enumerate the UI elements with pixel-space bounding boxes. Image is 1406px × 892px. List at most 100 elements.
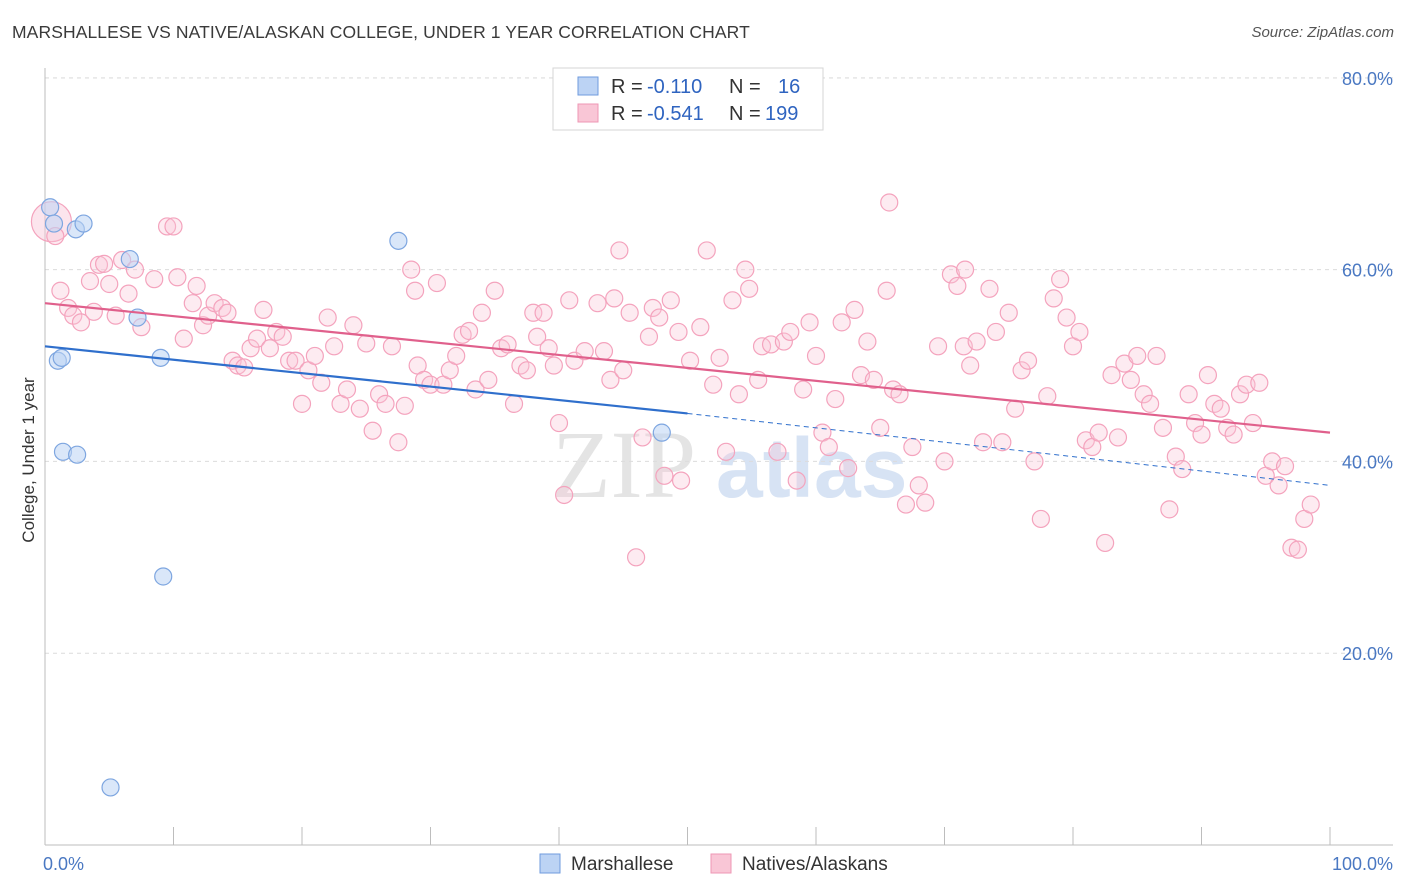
native-point bbox=[723, 291, 742, 310]
native-point bbox=[350, 399, 369, 418]
native-point bbox=[614, 361, 633, 380]
native-point bbox=[183, 294, 202, 313]
native-point bbox=[241, 339, 260, 358]
legend-swatch-natives bbox=[577, 103, 599, 123]
native-point bbox=[594, 342, 614, 361]
native-point bbox=[928, 337, 948, 356]
marshallese-point bbox=[652, 423, 671, 442]
native-point bbox=[935, 452, 954, 471]
native-point bbox=[1282, 538, 1301, 557]
native-point bbox=[389, 433, 408, 452]
native-point bbox=[650, 308, 669, 327]
native-point bbox=[376, 394, 395, 413]
axes bbox=[44, 68, 1393, 846]
native-point bbox=[1269, 476, 1288, 495]
native-point bbox=[691, 318, 710, 337]
native-point bbox=[218, 303, 237, 322]
native-point bbox=[472, 303, 491, 322]
native-point bbox=[1031, 509, 1050, 529]
native-point bbox=[1051, 270, 1070, 289]
native-point bbox=[880, 193, 899, 212]
native-point bbox=[752, 337, 772, 356]
native-point bbox=[528, 327, 547, 346]
native-point bbox=[1018, 351, 1038, 370]
native-point bbox=[710, 348, 729, 367]
y-axis-title: College, Under 1 year bbox=[19, 377, 38, 543]
y-tick-labels: 20.0% 40.0% 60.0% 80.0% bbox=[1342, 69, 1393, 664]
native-point bbox=[973, 433, 993, 452]
native-point bbox=[254, 300, 273, 319]
native-point bbox=[337, 380, 357, 399]
native-point bbox=[655, 466, 674, 485]
watermark: ZIP atlas bbox=[552, 411, 907, 518]
legend-r-label-1: R = bbox=[611, 76, 643, 98]
native-point bbox=[806, 346, 826, 366]
marshallese-point bbox=[154, 567, 173, 586]
native-point bbox=[64, 306, 83, 325]
native-point bbox=[716, 442, 736, 461]
native-point bbox=[845, 300, 864, 319]
native-point bbox=[1128, 346, 1147, 366]
native-point bbox=[601, 370, 620, 389]
native-point bbox=[100, 274, 119, 294]
marshallese-point bbox=[120, 249, 139, 269]
native-point bbox=[605, 289, 624, 308]
native-point bbox=[164, 217, 183, 236]
native-point bbox=[903, 437, 922, 457]
native-point bbox=[729, 385, 749, 404]
native-point bbox=[305, 346, 324, 366]
legend-r-value-1: -0.110 bbox=[647, 76, 702, 98]
native-point bbox=[157, 217, 177, 236]
native-point bbox=[909, 476, 928, 495]
native-point bbox=[740, 279, 759, 298]
native-point bbox=[405, 281, 425, 300]
native-point bbox=[534, 303, 553, 322]
x-tick-label-max: 100.0% bbox=[1332, 854, 1393, 874]
native-point bbox=[1102, 366, 1121, 385]
native-point bbox=[1153, 418, 1173, 437]
trend-lines bbox=[44, 302, 1331, 486]
native-point bbox=[794, 380, 813, 399]
native-point bbox=[967, 332, 986, 351]
native-point bbox=[620, 303, 639, 322]
native-point bbox=[961, 356, 980, 375]
native-point bbox=[318, 308, 337, 327]
native-point bbox=[1070, 322, 1089, 342]
legend-n-value-2: 199 bbox=[765, 103, 798, 125]
native-point bbox=[1198, 366, 1218, 385]
native-point bbox=[610, 241, 629, 260]
marshallese-point bbox=[41, 198, 60, 217]
native-point bbox=[671, 471, 691, 490]
native-point bbox=[858, 332, 877, 351]
native-point bbox=[697, 241, 716, 260]
marshallese-point bbox=[68, 445, 87, 464]
native-point bbox=[560, 291, 579, 310]
native-point bbox=[1301, 495, 1320, 514]
native-point bbox=[382, 337, 402, 356]
native-point bbox=[168, 268, 187, 287]
native-point bbox=[549, 413, 569, 433]
native-point bbox=[1121, 370, 1140, 389]
native-point bbox=[447, 346, 466, 366]
watermark-atlas: atlas bbox=[716, 421, 907, 515]
marshallese-point bbox=[44, 214, 64, 233]
legend-r-label-2: R = bbox=[611, 103, 643, 125]
native-point bbox=[999, 303, 1018, 322]
native-point bbox=[363, 421, 382, 440]
x-tick-labels: 0.0% 100.0% bbox=[43, 854, 1393, 874]
native-point bbox=[1147, 346, 1166, 366]
native-point bbox=[524, 303, 543, 322]
native-point bbox=[544, 356, 563, 375]
native-point bbox=[504, 394, 524, 413]
native-point bbox=[871, 418, 890, 437]
native-point bbox=[864, 370, 883, 389]
native-point bbox=[395, 396, 414, 415]
bottom-legend-swatch-natives bbox=[710, 853, 732, 874]
native-point bbox=[370, 385, 389, 404]
marshallese-point bbox=[389, 231, 408, 250]
native-point bbox=[704, 375, 723, 394]
native-point bbox=[575, 342, 594, 361]
legend-n-label-1: N = bbox=[729, 76, 761, 98]
native-point bbox=[1108, 428, 1128, 447]
native-point bbox=[1224, 425, 1243, 444]
